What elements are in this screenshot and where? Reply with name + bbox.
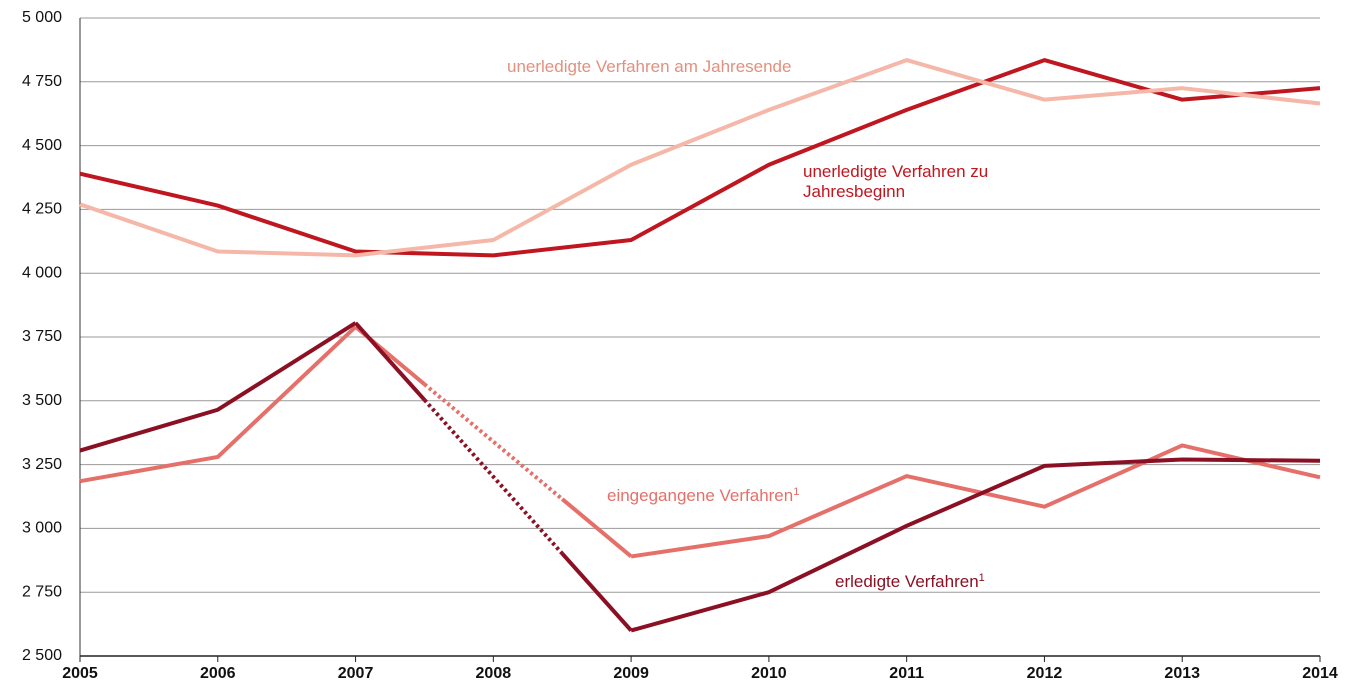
series-name: eingegangene Verfahren — [607, 486, 794, 505]
y-tick-label: 3 000 — [22, 520, 62, 537]
series-line — [630, 457, 1321, 633]
series-line-gap — [423, 382, 564, 501]
x-tick-label: 2009 — [613, 665, 649, 682]
x-tick-label: 2012 — [1027, 665, 1063, 682]
series-line — [79, 321, 357, 453]
series-line-solid — [560, 497, 633, 559]
x-tick-label: 2013 — [1164, 665, 1200, 682]
series-name: erledigte Verfahren — [835, 572, 979, 591]
series-line-solid — [560, 552, 633, 632]
series-label: unerledigte Verfahren am Jahresende — [507, 57, 907, 77]
x-tick-label: 2006 — [200, 665, 236, 682]
x-tick-label: 2007 — [338, 665, 374, 682]
series-line — [79, 58, 1321, 258]
x-tick-label: 2005 — [62, 665, 98, 682]
footnote-marker: 1 — [978, 572, 985, 584]
x-tick-label: 2014 — [1302, 665, 1338, 682]
x-tick-label: 2008 — [476, 665, 512, 682]
y-tick-label: 4 500 — [22, 137, 62, 154]
series-line — [79, 58, 1321, 258]
y-tick-label: 3 750 — [22, 328, 62, 345]
y-tick-label: 4 000 — [22, 264, 62, 281]
y-tick-label: 3 500 — [22, 392, 62, 409]
series-label: erledigte Verfahren1 — [835, 568, 1135, 592]
y-tick-label: 2 750 — [22, 583, 62, 600]
series-name: unerledigte Verfahren am Jahresende — [507, 57, 792, 76]
y-tick-label: 5 000 — [22, 9, 62, 26]
series-line — [630, 443, 1321, 559]
series-line-gap — [422, 398, 564, 555]
series-line — [79, 325, 357, 484]
x-tick-label: 2010 — [751, 665, 787, 682]
series-name: unerledigte Verfahren zu Jahresbeginn — [803, 162, 989, 201]
footnote-marker: 1 — [793, 486, 800, 498]
y-tick-label: 4 750 — [22, 73, 62, 90]
series-label: unerledigte Verfahren zu Jahresbeginn — [803, 162, 1063, 202]
series-label: eingegangene Verfahren1 — [607, 482, 907, 506]
series-line-solid — [354, 321, 426, 402]
y-tick-label: 2 500 — [22, 647, 62, 664]
x-tick-label: 2011 — [889, 665, 924, 682]
y-tick-label: 4 250 — [22, 201, 62, 218]
y-tick-label: 3 250 — [22, 456, 62, 473]
